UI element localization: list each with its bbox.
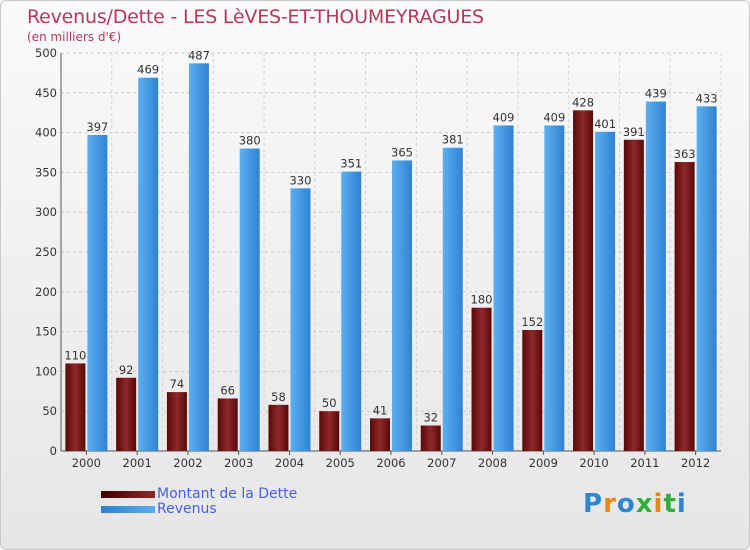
data-label-revenue-2006: 365 xyxy=(391,145,413,159)
bar-revenue-2011 xyxy=(645,101,666,451)
data-label-revenue-2001: 469 xyxy=(137,63,159,77)
legend-swatch-revenue xyxy=(101,506,155,513)
y-tick-label: 100 xyxy=(35,364,57,378)
x-tick-label-2003: 2003 xyxy=(224,456,253,470)
logo-letter: t xyxy=(663,489,677,519)
y-tick-label: 50 xyxy=(42,404,57,418)
bar-debt-2011 xyxy=(623,139,644,451)
bar-debt-2001 xyxy=(116,377,137,451)
data-label-revenue-2005: 351 xyxy=(340,157,362,171)
legend-item-debt: Montant de la Dette xyxy=(101,487,297,502)
data-label-debt-2004: 58 xyxy=(271,390,286,404)
data-label-revenue-2007: 381 xyxy=(442,133,464,147)
bar-revenue-2001 xyxy=(138,77,159,452)
x-tick-label-2002: 2002 xyxy=(173,456,202,470)
y-tick-label: 500 xyxy=(35,46,57,60)
y-tick-label: 150 xyxy=(35,325,57,339)
bar-revenue-2003 xyxy=(239,148,260,451)
bar-debt-2004 xyxy=(268,404,289,451)
data-label-revenue-2010: 401 xyxy=(594,117,616,131)
data-label-debt-2006: 41 xyxy=(373,403,388,417)
logo-letter: x xyxy=(635,489,654,519)
x-tick-label-2012: 2012 xyxy=(681,456,710,470)
bar-revenue-2012 xyxy=(696,106,717,451)
bar-revenue-2000 xyxy=(87,134,108,451)
chart-title: Revenus/Dette - LES LèVES-ET-THOUMEYRAGU… xyxy=(27,6,484,28)
legend-swatch-debt xyxy=(101,491,155,498)
x-tick-label-2000: 2000 xyxy=(72,456,101,470)
data-label-revenue-2004: 330 xyxy=(289,173,311,187)
data-label-revenue-2009: 409 xyxy=(543,110,565,124)
bar-revenue-2006 xyxy=(392,160,412,451)
data-label-debt-2012: 363 xyxy=(674,147,696,161)
y-tick-label: 300 xyxy=(35,205,57,219)
data-label-revenue-2011: 439 xyxy=(645,87,667,101)
data-label-debt-2009: 152 xyxy=(521,315,543,329)
logo-letter: i xyxy=(676,489,687,519)
y-tick-label: 450 xyxy=(35,86,57,100)
logo-letter: r xyxy=(603,489,617,519)
bar-debt-2009 xyxy=(522,330,543,451)
bar-debt-2002 xyxy=(166,392,187,451)
data-label-debt-2007: 32 xyxy=(423,411,438,425)
y-tick-label: 400 xyxy=(35,126,57,140)
bar-revenue-2002 xyxy=(188,63,209,452)
bar-revenue-2010 xyxy=(595,131,616,451)
logo-letter: P xyxy=(583,489,604,519)
data-label-debt-2002: 74 xyxy=(170,377,185,391)
x-tick-label-2008: 2008 xyxy=(478,456,507,470)
bar-debt-2008 xyxy=(471,307,492,451)
x-tick-label-2004: 2004 xyxy=(275,456,304,470)
bar-revenue-2004 xyxy=(290,188,311,451)
data-label-revenue-2002: 487 xyxy=(188,48,210,62)
data-label-debt-2001: 92 xyxy=(119,363,134,377)
data-label-debt-2000: 110 xyxy=(64,348,86,362)
bar-revenue-2007 xyxy=(442,147,463,451)
y-tick-label: 0 xyxy=(50,444,57,458)
bar-debt-2003 xyxy=(217,398,238,451)
x-tick-label-2001: 2001 xyxy=(123,456,152,470)
data-label-revenue-2012: 433 xyxy=(696,91,718,105)
y-tick-label: 200 xyxy=(35,285,57,299)
logo-letter: i xyxy=(653,489,664,519)
bar-revenue-2005 xyxy=(341,171,362,451)
bar-debt-2005 xyxy=(319,411,340,451)
bar-revenue-2009 xyxy=(544,125,565,451)
bar-debt-2006 xyxy=(370,418,390,451)
logo-letter: o xyxy=(616,489,636,519)
bar-revenue-2008 xyxy=(493,125,514,451)
x-tick-label-2005: 2005 xyxy=(326,456,355,470)
x-tick-label-2007: 2007 xyxy=(427,456,456,470)
chart-subtitle: (en milliers d'€) xyxy=(27,30,122,44)
bar-debt-2007 xyxy=(420,425,441,451)
data-label-revenue-2003: 380 xyxy=(239,134,261,148)
y-tick-label: 350 xyxy=(35,165,57,179)
proxiti-logo: Proxiti xyxy=(583,489,687,519)
data-label-debt-2003: 66 xyxy=(220,383,235,397)
x-tick-label-2009: 2009 xyxy=(529,456,558,470)
x-tick-label-2010: 2010 xyxy=(579,456,608,470)
data-label-revenue-2000: 397 xyxy=(86,120,108,134)
y-tick-label: 250 xyxy=(35,245,57,259)
bar-debt-2000 xyxy=(65,363,86,451)
data-label-debt-2011: 391 xyxy=(623,125,645,139)
data-label-debt-2008: 180 xyxy=(471,293,493,307)
x-tick-label-2006: 2006 xyxy=(376,456,405,470)
data-label-debt-2010: 428 xyxy=(572,95,594,109)
legend-label-debt: Montant de la Dette xyxy=(157,486,298,502)
data-label-debt-2005: 50 xyxy=(322,396,337,410)
data-label-revenue-2008: 409 xyxy=(493,110,515,124)
bar-debt-2010 xyxy=(573,110,594,451)
legend-item-revenue: Revenus xyxy=(101,502,297,517)
bar-debt-2012 xyxy=(674,162,695,451)
legend: Montant de la Dette Revenus xyxy=(101,487,297,517)
legend-label-revenue: Revenus xyxy=(157,501,217,517)
x-tick-label-2011: 2011 xyxy=(630,456,659,470)
